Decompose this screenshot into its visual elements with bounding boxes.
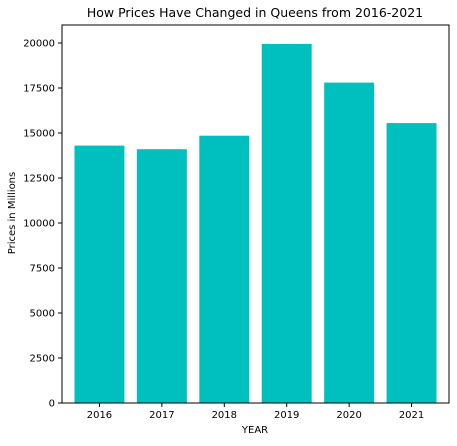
y-tick-label: 7500 — [30, 264, 55, 275]
bar-2019 — [261, 43, 312, 404]
chart-title: How Prices Have Changed in Queens from 2… — [87, 5, 423, 20]
x-tick-label: 2016 — [87, 410, 112, 421]
x-axis-label: YEAR — [241, 425, 268, 436]
bar-2018 — [199, 135, 250, 403]
x-tick-label: 2019 — [274, 410, 299, 421]
y-tick-label: 20000 — [23, 39, 55, 50]
bar-2016 — [74, 145, 125, 403]
y-tick-label: 17500 — [23, 84, 55, 95]
y-tick-label: 15000 — [23, 129, 55, 140]
plot-frame — [61, 24, 450, 404]
x-tick-label: 2021 — [399, 410, 424, 421]
bar-2020 — [324, 82, 375, 403]
y-tick-label: 5000 — [30, 309, 55, 320]
x-axis-ticks: 2016 2017 2018 2019 2020 2021 — [87, 403, 424, 421]
y-axis-ticks: 0 2500 5000 7500 10000 12500 15000 17500 20000 — [23, 39, 62, 410]
y-tick-label: 10000 — [23, 219, 55, 230]
y-axis-label: Prices in Millions — [7, 172, 18, 255]
x-tick-label: 2018 — [212, 410, 237, 421]
y-tick-label: 0 — [49, 399, 55, 410]
bar-2017 — [136, 149, 187, 403]
y-tick-label: 2500 — [30, 354, 55, 365]
y-tick-label: 12500 — [23, 174, 55, 185]
bars-group — [74, 43, 437, 404]
bar-2021 — [386, 123, 437, 403]
x-tick-label: 2017 — [149, 410, 174, 421]
x-tick-label: 2020 — [336, 410, 361, 421]
